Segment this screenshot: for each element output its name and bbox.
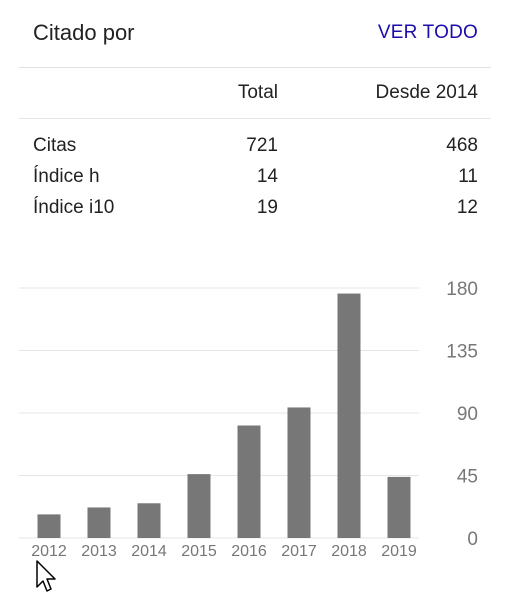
row-label-h-index[interactable]: Índice h — [33, 166, 100, 187]
citations-since: 468 — [446, 135, 478, 156]
x-tick-label: 2016 — [231, 543, 267, 560]
x-tick-label: 2014 — [131, 543, 167, 560]
i10-index-total: 19 — [256, 197, 278, 218]
x-tick-label: 2012 — [31, 543, 67, 560]
i10-index-since: 12 — [456, 197, 478, 218]
bar-2013[interactable] — [87, 507, 111, 538]
y-tick-label: 180 — [446, 279, 478, 300]
stats-row-citations: Citas 721 468 — [19, 131, 491, 162]
h-index-since: 11 — [458, 166, 478, 187]
view-all-link[interactable]: VER TODO — [377, 22, 478, 43]
stats-row-h-index: Índice h 14 11 — [19, 162, 491, 193]
citations-bar-chart: 0 45 90 135 180 2012 2013 2014 2015 2016 2017 2018 2… — [19, 270, 491, 570]
x-tick-label: 2015 — [181, 543, 217, 560]
y-tick-label: 0 — [467, 529, 478, 550]
stats-table-header: Total Desde 2014 — [19, 68, 491, 119]
y-tick-label: 45 — [457, 467, 478, 488]
panel-title: Citado por — [33, 20, 135, 45]
panel-header: Citado por VER TODO — [19, 0, 491, 68]
mouse-pointer-icon — [36, 560, 56, 592]
row-label-citations[interactable]: Citas — [33, 135, 77, 156]
x-tick-label: 2013 — [81, 543, 117, 560]
bar-2019[interactable] — [387, 476, 411, 538]
bar-2015[interactable] — [187, 474, 211, 538]
x-tick-label: 2018 — [331, 543, 367, 560]
column-header-total: Total — [237, 82, 278, 103]
bar-2017[interactable] — [287, 407, 311, 538]
y-tick-label: 90 — [457, 404, 478, 425]
column-header-since: Desde 2014 — [375, 82, 478, 103]
x-tick-label: 2017 — [281, 543, 317, 560]
row-label-i10-index[interactable]: Índice i10 — [33, 197, 115, 218]
citations-total: 721 — [246, 135, 278, 156]
cited-by-panel: Citado por VER TODO Total Desde 2014 Cit… — [19, 0, 491, 595]
h-index-total: 14 — [256, 166, 278, 187]
bar-2014[interactable] — [137, 503, 161, 538]
stats-row-i10-index: Índice i10 19 12 — [19, 193, 491, 224]
chart-svg: 0 45 90 135 180 2012 2013 2014 2015 2016 2017 2018 2… — [19, 279, 478, 560]
y-tick-label: 135 — [446, 342, 478, 363]
bar-2018[interactable] — [337, 293, 361, 538]
bar-2012[interactable] — [37, 514, 61, 538]
x-tick-label: 2019 — [381, 543, 417, 560]
bar-2016[interactable] — [237, 425, 261, 539]
